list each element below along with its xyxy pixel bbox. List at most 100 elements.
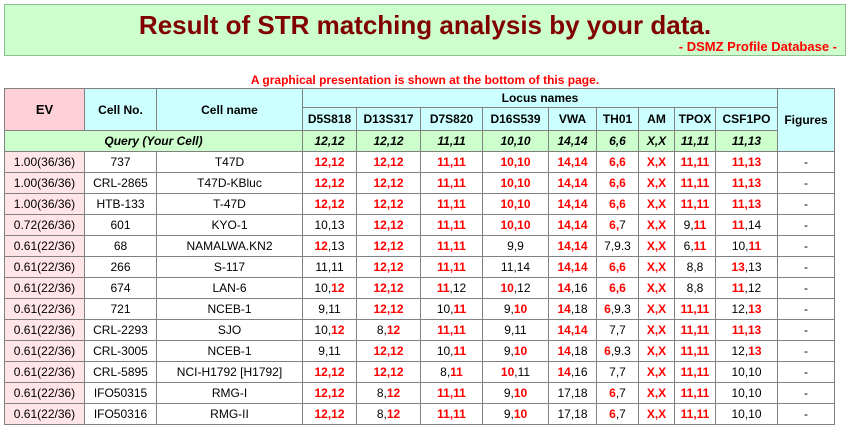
matching-allele: 10 xyxy=(513,302,528,316)
matching-allele: 12,12 xyxy=(314,386,345,400)
allele-cell-d13s317: 12,12 xyxy=(356,361,421,383)
figures-cell: - xyxy=(777,319,835,341)
allele-cell-d13s317: 12,12 xyxy=(356,214,421,236)
allele-value: ,16 xyxy=(570,365,588,379)
allele-value: 9, xyxy=(503,302,514,316)
allele-cell-am: X,X xyxy=(638,403,675,425)
allele-cell-d16s539: 9,10 xyxy=(482,382,549,404)
matching-allele: 14,14 xyxy=(557,323,588,337)
matching-allele: 12,12 xyxy=(373,260,404,274)
allele-value: ,7 xyxy=(615,407,626,421)
matching-allele: 11,11 xyxy=(437,155,466,169)
allele-cell-csf1po: 11,13 xyxy=(715,193,778,215)
allele-cell-tpox: 11,11 xyxy=(674,340,716,362)
query-value-tpox: 11,11 xyxy=(674,130,716,152)
allele-value: 11,11 xyxy=(315,260,344,274)
allele-cell-csf1po: 12,13 xyxy=(715,298,778,320)
str-results-table: EV Cell No. Cell name Locus names Figure… xyxy=(4,88,835,425)
allele-value: ,11 xyxy=(514,365,531,379)
matching-allele: 12,12 xyxy=(373,302,404,316)
figures-cell: - xyxy=(777,235,835,257)
allele-cell-vwa: 14,16 xyxy=(548,277,597,299)
table-row: 0.61(22/36) IFO50315 RMG-I 12,12 8,12 11,11 9,… xyxy=(4,382,835,404)
matching-allele: 6,6 xyxy=(609,260,626,274)
allele-value: ,12 xyxy=(744,281,762,295)
allele-cell-vwa: 17,18 xyxy=(548,382,597,404)
allele-cell-d5s818: 10,12 xyxy=(302,319,357,341)
allele-value: ,13 xyxy=(327,239,345,253)
locus-header-th01: TH01 xyxy=(596,107,639,131)
allele-cell-vwa: 14,14 xyxy=(548,235,597,257)
allele-cell-th01: 7,7 xyxy=(596,319,639,341)
allele-cell-vwa: 14,16 xyxy=(548,361,597,383)
cell-no-cell: 674 xyxy=(84,277,157,299)
cell-no-cell: CRL-2293 xyxy=(84,319,157,341)
allele-cell-d5s818: 9,11 xyxy=(302,340,357,362)
allele-cell-d13s317: 12,12 xyxy=(356,277,421,299)
allele-cell-th01: 6,6 xyxy=(596,151,639,173)
allele-cell-d7s820: 11,11 xyxy=(420,382,483,404)
matching-allele: 14 xyxy=(557,302,571,316)
cell-name-cell: NAMALWA.KN2 xyxy=(156,235,303,257)
cell-no-cell: CRL-2865 xyxy=(84,172,157,194)
allele-value: 9,11 xyxy=(504,323,527,337)
matching-allele: 14,14 xyxy=(557,239,588,253)
allele-cell-am: X,X xyxy=(638,235,675,257)
allele-cell-am: X,X xyxy=(638,214,675,236)
cell-no-cell: 266 xyxy=(84,256,157,278)
allele-cell-tpox: 11,11 xyxy=(674,298,716,320)
allele-cell-d16s539: 10,11 xyxy=(482,361,549,383)
cell-name-cell: NCEB-1 xyxy=(156,340,303,362)
matching-allele: X,X xyxy=(646,323,667,337)
matching-allele: 11,11 xyxy=(680,386,710,400)
allele-cell-d5s818: 12,12 xyxy=(302,382,357,404)
cell-no-cell: 721 xyxy=(84,298,157,320)
matching-allele: 11,11 xyxy=(437,260,466,274)
matching-allele: 12,12 xyxy=(314,365,345,379)
matching-allele: 11 xyxy=(453,344,467,358)
matching-allele: 6 xyxy=(609,407,616,421)
matching-allele: 6 xyxy=(609,386,616,400)
allele-cell-d7s820: 8,11 xyxy=(420,361,483,383)
ev-cell: 0.61(22/36) xyxy=(4,340,85,362)
allele-cell-tpox: 11,11 xyxy=(674,151,716,173)
matching-allele: X,X xyxy=(646,302,667,316)
ev-cell: 0.72(26/36) xyxy=(4,214,85,236)
allele-cell-d16s539: 9,9 xyxy=(482,235,549,257)
allele-value: 7 xyxy=(619,218,626,232)
allele-cell-vwa: 14,18 xyxy=(548,298,597,320)
allele-value: 8,8 xyxy=(686,260,704,274)
matching-allele: 6,6 xyxy=(609,155,626,169)
allele-value: 10,10 xyxy=(731,407,762,421)
matching-allele: 11,11 xyxy=(437,197,466,211)
allele-value: 9,11 xyxy=(318,344,341,358)
matching-allele: 11,11 xyxy=(680,407,710,421)
allele-value: ,12 xyxy=(513,281,531,295)
matching-allele: X,X xyxy=(646,407,667,421)
allele-cell-d7s820: 10,11 xyxy=(420,340,483,362)
allele-cell-th01: 6,9.3 xyxy=(596,340,639,362)
matching-allele: 11,13 xyxy=(731,197,762,211)
allele-value: ,18 xyxy=(570,302,588,316)
matching-allele: 12,12 xyxy=(373,176,404,190)
allele-cell-d5s818: 12,12 xyxy=(302,361,357,383)
allele-cell-d16s539: 9,10 xyxy=(482,340,549,362)
allele-cell-d16s539: 10,10 xyxy=(482,193,549,215)
allele-cell-d7s820: 11,11 xyxy=(420,403,483,425)
locus-header-am: AM xyxy=(638,107,675,131)
allele-cell-am: X,X xyxy=(638,193,675,215)
table-row: 0.61(22/36) IFO50316 RMG-II 12,12 8,12 11,11 9… xyxy=(4,403,835,425)
allele-cell-d13s317: 12,12 xyxy=(356,151,421,173)
cell-name-cell: KYO-1 xyxy=(156,214,303,236)
allele-cell-csf1po: 11,12 xyxy=(715,277,778,299)
matching-allele: 14 xyxy=(557,365,571,379)
allele-value: 11,14 xyxy=(500,260,531,274)
allele-cell-th01: 7,9.3 xyxy=(596,235,639,257)
figures-cell: - xyxy=(777,277,835,299)
allele-cell-d5s818: 9,11 xyxy=(302,298,357,320)
matching-allele: 11,11 xyxy=(680,176,710,190)
cell-no-cell: 601 xyxy=(84,214,157,236)
cell-name-cell: NCI-H1792 [H1792] xyxy=(156,361,303,383)
allele-cell-csf1po: 11,14 xyxy=(715,214,778,236)
matching-allele: 14 xyxy=(557,281,571,295)
